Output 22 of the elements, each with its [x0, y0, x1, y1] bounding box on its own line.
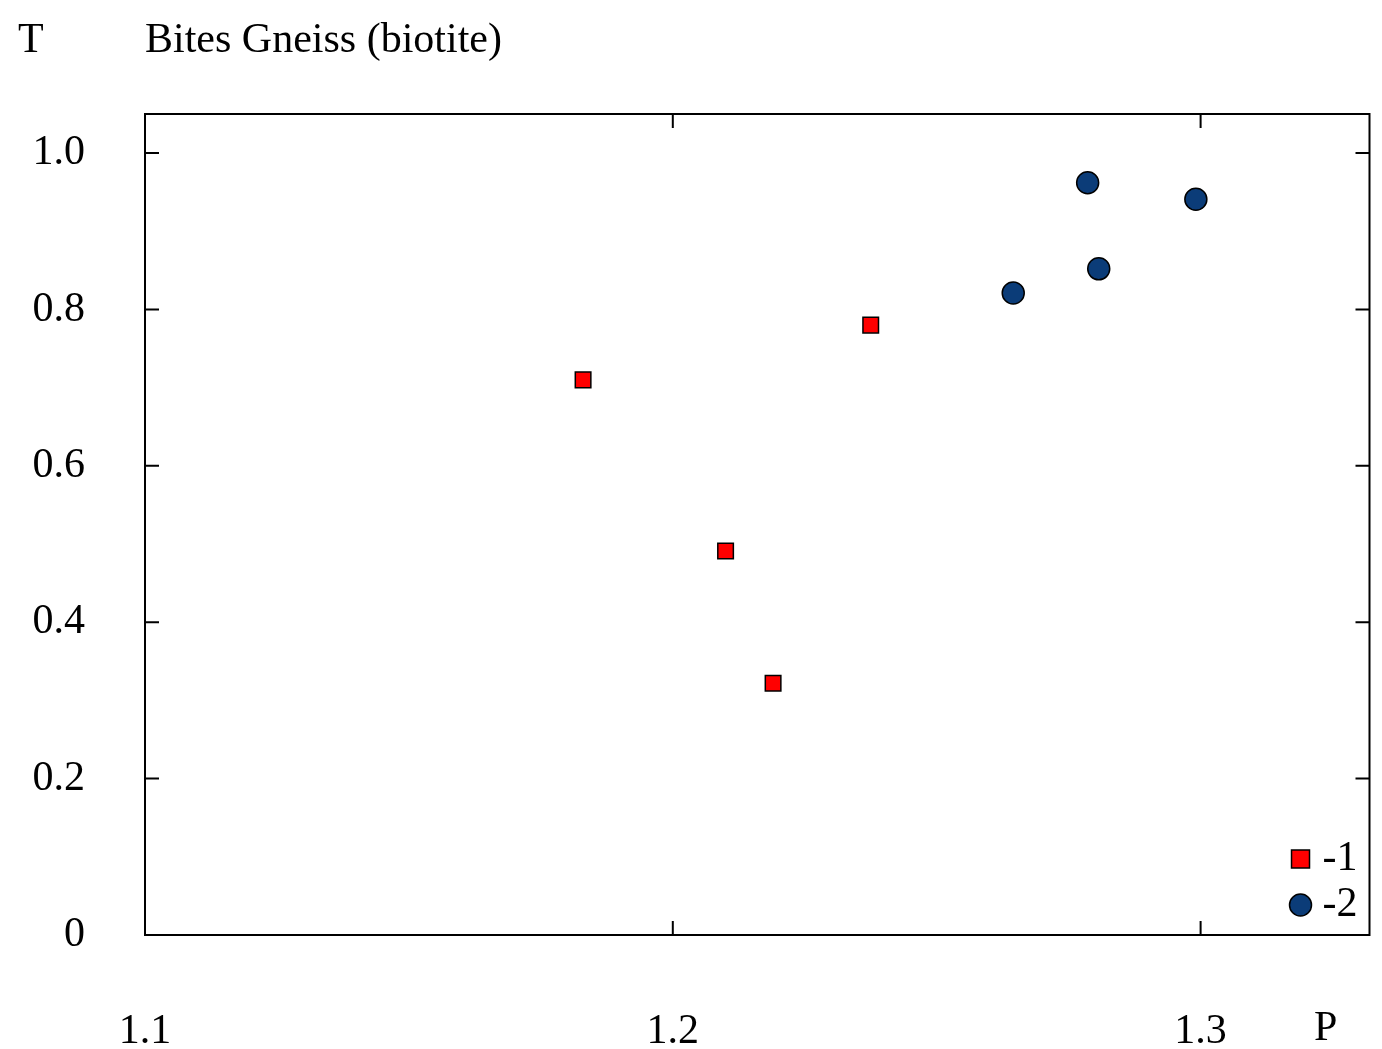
- y-tick-label: 1.0: [32, 127, 85, 174]
- x-tick-label: 1.1: [118, 1006, 172, 1049]
- chart-title: Bites Gneiss (biotite): [145, 14, 502, 62]
- legend-label: -2: [1322, 879, 1358, 926]
- point: [1001, 281, 1025, 305]
- y-tick-label: 0.6: [32, 439, 85, 486]
- legend-label: -1: [1322, 833, 1358, 880]
- x-tick-label: 1.3: [1174, 1006, 1227, 1049]
- point: [1075, 171, 1100, 195]
- y-tick-label: 0.2: [32, 752, 85, 799]
- x-tick-label: 1.2: [646, 1006, 700, 1049]
- y-tick-label: 0: [64, 909, 85, 956]
- point: [574, 371, 592, 389]
- y-axis-title: T: [18, 14, 44, 62]
- x-axis-title: P: [1314, 1002, 1338, 1049]
- point: [862, 316, 880, 334]
- point: [1184, 187, 1208, 211]
- point: [717, 542, 735, 560]
- y-tick-label: 0.8: [32, 283, 85, 330]
- point: [1086, 257, 1111, 281]
- point: [764, 674, 782, 692]
- y-tick-label: 0.4: [32, 596, 85, 643]
